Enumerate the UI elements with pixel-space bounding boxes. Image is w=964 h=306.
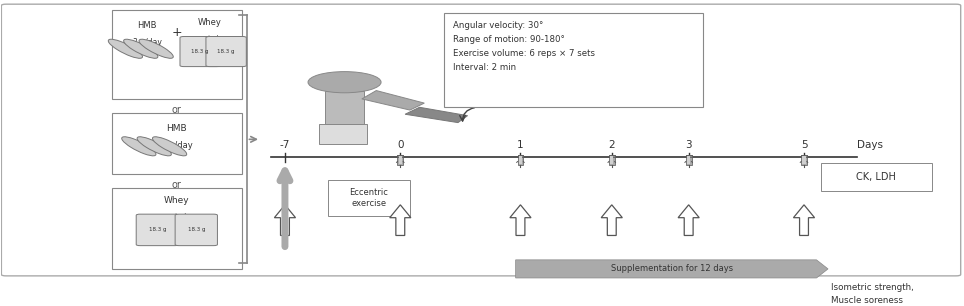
Text: 5: 5 — [801, 140, 807, 151]
Text: or: or — [172, 180, 182, 190]
Text: 3 g/day: 3 g/day — [132, 38, 161, 47]
Text: Isometric strength,
Muscle soreness: Isometric strength, Muscle soreness — [831, 283, 914, 305]
Bar — [318, 124, 366, 144]
Text: 18.3 g: 18.3 g — [192, 49, 209, 54]
Text: 36.6 g/day: 36.6 g/day — [154, 230, 200, 239]
Text: 3: 3 — [685, 140, 692, 151]
Text: 18.3 g: 18.3 g — [148, 227, 166, 232]
Bar — [801, 155, 807, 165]
FancyBboxPatch shape — [206, 36, 247, 67]
Text: +: + — [172, 26, 182, 39]
Bar — [397, 155, 403, 165]
Polygon shape — [389, 205, 411, 236]
Bar — [325, 91, 363, 124]
FancyBboxPatch shape — [112, 188, 242, 269]
Text: 18.3 g: 18.3 g — [188, 227, 205, 232]
Bar — [685, 155, 691, 157]
Polygon shape — [678, 205, 699, 236]
FancyBboxPatch shape — [443, 13, 703, 107]
Text: HMB: HMB — [167, 124, 187, 133]
Text: 1: 1 — [517, 140, 523, 151]
Text: Whey: Whey — [198, 18, 221, 27]
FancyBboxPatch shape — [328, 180, 410, 216]
Bar — [801, 155, 807, 157]
FancyArrow shape — [516, 260, 828, 278]
Bar — [610, 156, 613, 164]
Ellipse shape — [123, 39, 158, 58]
Polygon shape — [602, 205, 623, 236]
Polygon shape — [362, 91, 424, 110]
Bar — [685, 155, 691, 165]
Text: 36.6 g/day: 36.6 g/day — [189, 51, 229, 61]
Text: 0: 0 — [397, 140, 404, 151]
Text: Days: Days — [857, 140, 883, 151]
Text: HMB: HMB — [137, 21, 157, 30]
Text: protein: protein — [161, 213, 193, 222]
Text: or: or — [172, 105, 182, 115]
FancyBboxPatch shape — [1, 4, 961, 276]
FancyBboxPatch shape — [136, 214, 178, 246]
Ellipse shape — [121, 137, 156, 156]
Text: Angular velocity: 30°
Range of motion: 90-180°
Exercise volume: 6 reps × 7 sets
: Angular velocity: 30° Range of motion: 9… — [453, 21, 595, 72]
Circle shape — [308, 72, 381, 93]
FancyBboxPatch shape — [180, 36, 221, 67]
Polygon shape — [510, 205, 531, 236]
FancyBboxPatch shape — [112, 113, 242, 174]
Bar — [399, 156, 402, 164]
Text: 18.3 g: 18.3 g — [217, 49, 235, 54]
Ellipse shape — [108, 39, 143, 58]
FancyBboxPatch shape — [175, 214, 218, 246]
Bar — [519, 156, 522, 164]
Polygon shape — [405, 107, 468, 123]
Bar — [397, 155, 403, 157]
Text: CK, LDH: CK, LDH — [856, 172, 897, 182]
Polygon shape — [275, 205, 296, 236]
Polygon shape — [793, 205, 815, 236]
Text: Supplementation for 12 days: Supplementation for 12 days — [611, 264, 733, 273]
Bar — [687, 156, 690, 164]
Text: -7: -7 — [280, 140, 290, 151]
FancyBboxPatch shape — [821, 280, 951, 306]
Text: protein: protein — [194, 35, 225, 44]
Text: 3 g/day: 3 g/day — [161, 141, 193, 150]
Bar — [609, 155, 615, 157]
Bar — [609, 155, 615, 165]
Bar — [518, 155, 523, 165]
FancyBboxPatch shape — [112, 10, 242, 99]
FancyBboxPatch shape — [821, 163, 932, 191]
Bar — [802, 156, 806, 164]
Text: Whey: Whey — [164, 196, 190, 205]
Ellipse shape — [152, 137, 187, 156]
Ellipse shape — [139, 39, 174, 58]
Text: Eccentric
exercise: Eccentric exercise — [350, 188, 388, 207]
Bar — [518, 155, 523, 157]
Text: 2: 2 — [608, 140, 615, 151]
Ellipse shape — [137, 137, 172, 156]
